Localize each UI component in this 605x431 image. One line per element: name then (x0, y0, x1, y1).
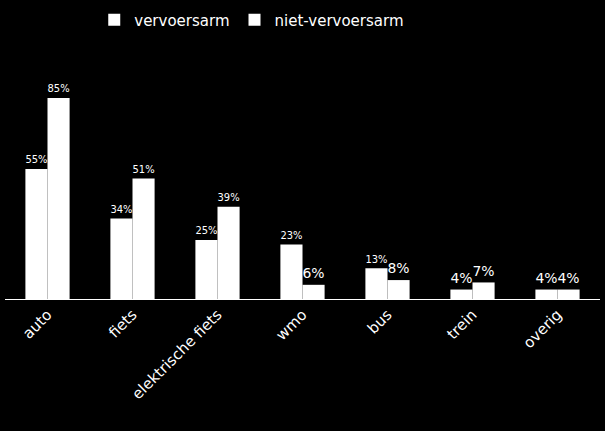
svg-text:8%: 8% (388, 260, 410, 276)
svg-text:7%: 7% (473, 263, 495, 279)
svg-text:6%: 6% (303, 265, 325, 281)
svg-text:55%: 55% (25, 154, 47, 165)
svg-text:85%: 85% (48, 83, 70, 94)
svg-text:13%: 13% (365, 254, 387, 265)
svg-text:auto: auto (19, 306, 56, 343)
svg-text:34%: 34% (110, 204, 132, 215)
svg-text:bus: bus (364, 306, 396, 338)
svg-text:fiets: fiets (105, 306, 141, 342)
svg-text:4%: 4% (558, 270, 580, 286)
svg-text:wmo: wmo (272, 306, 310, 344)
svg-text:4%: 4% (535, 270, 557, 286)
svg-text:23%: 23% (280, 230, 302, 241)
svg-text:25%: 25% (195, 225, 217, 236)
svg-text:overig: overig (520, 306, 566, 352)
svg-text:trein: trein (443, 306, 480, 343)
svg-text:39%: 39% (218, 192, 240, 203)
svg-text:4%: 4% (450, 270, 472, 286)
svg-text:51%: 51% (133, 164, 155, 175)
svg-text:elektrische fiets: elektrische fiets (128, 306, 225, 403)
svg-text:niet-vervoersarm: niet-vervoersarm (275, 12, 404, 30)
svg-text:vervoersarm: vervoersarm (134, 12, 229, 30)
